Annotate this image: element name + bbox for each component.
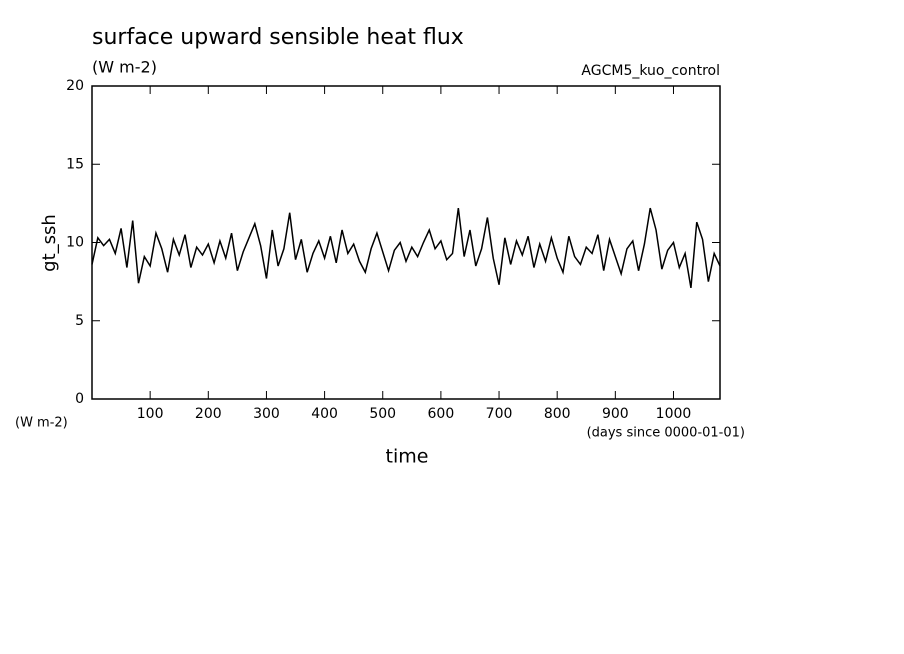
x-units: (days since 0000-01-01) <box>587 426 745 441</box>
x-tick-label: 600 <box>428 406 455 422</box>
y-tick-label: 20 <box>66 78 84 94</box>
units: (W m-2) <box>92 58 157 77</box>
data-line <box>91 207 721 289</box>
x-tick-label: 800 <box>544 406 571 422</box>
x-tick-label: 200 <box>195 406 222 422</box>
x-tick-label: 400 <box>311 406 338 422</box>
run-label: AGCM5_kuo_control <box>581 63 720 79</box>
y-tick-label: 0 <box>75 391 84 407</box>
y-axis-label: gt_ssh <box>39 214 60 272</box>
x-tick-label: 300 <box>253 406 280 422</box>
chart-title: surface upward sensible heat flux <box>92 25 464 50</box>
y-tick-label: 10 <box>66 235 84 251</box>
x-tick-label: 900 <box>602 406 629 422</box>
x-tick-label: 100 <box>137 406 164 422</box>
x-axis-label: time <box>386 446 429 468</box>
x-tick-label: 1000 <box>656 406 692 422</box>
y-tick-label: 5 <box>75 313 84 329</box>
y-units: (W m-2) <box>15 416 68 431</box>
x-tick-label: 700 <box>486 406 513 422</box>
x-tick-label: 500 <box>369 406 396 422</box>
y-tick-label: 15 <box>66 156 84 172</box>
